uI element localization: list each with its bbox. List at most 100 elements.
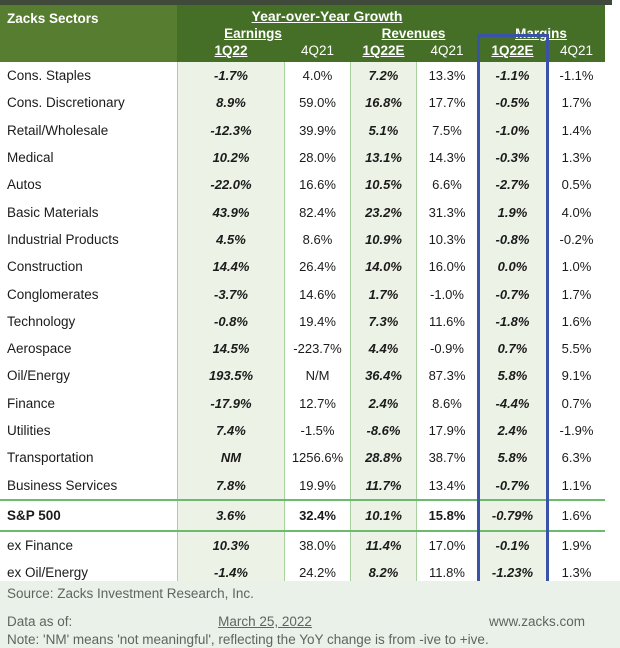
earnings-4q21-value: 19.4% bbox=[285, 307, 350, 335]
table-row: Transportation NM 1256.6% 28.8% 38.7% 5.… bbox=[0, 444, 605, 472]
margins-1q22e-value: -1.1% bbox=[477, 62, 548, 90]
revenues-4q21-value: 8.6% bbox=[417, 389, 477, 417]
table-row: Technology -0.8% 19.4% 7.3% 11.6% -1.8% … bbox=[0, 307, 605, 335]
margins-4q21-value: 0.7% bbox=[548, 389, 605, 417]
revenues-1q22e-value: -8.6% bbox=[350, 416, 417, 445]
revenues-1q22e-value: 5.1% bbox=[350, 116, 417, 144]
earnings-1q22-value: 7.8% bbox=[177, 471, 285, 499]
table-row: Business Services 7.8% 19.9% 11.7% 13.4%… bbox=[0, 471, 605, 499]
table-body: Cons. Staples -1.7% 4.0% 7.2% 13.3% -1.1… bbox=[0, 62, 605, 589]
margins-4q21-value: -1.1% bbox=[548, 62, 605, 90]
earnings-1q22-value: -17.9% bbox=[177, 389, 285, 417]
revenues-4q21-value: 17.9% bbox=[417, 416, 477, 445]
sector-label: Finance bbox=[0, 389, 177, 417]
earnings-1q22-value: 10.2% bbox=[177, 143, 285, 172]
earnings-1q22-value: 14.5% bbox=[177, 334, 285, 363]
sector-label: ex Finance bbox=[0, 532, 177, 560]
revenues-4q21-value: 87.3% bbox=[417, 362, 477, 390]
sector-label: Conglomerates bbox=[0, 280, 177, 308]
margins-1q22e-value: -1.0% bbox=[477, 116, 548, 144]
sector-label: Utilities bbox=[0, 416, 177, 445]
revenues-4q21-value: 31.3% bbox=[417, 198, 477, 226]
earnings-1q22-value: -12.3% bbox=[177, 116, 285, 144]
earnings-4q21-value: 26.4% bbox=[285, 253, 350, 281]
earnings-4q21-value: 16.6% bbox=[285, 171, 350, 199]
sector-label: Retail/Wholesale bbox=[0, 116, 177, 144]
table-row: Retail/Wholesale -12.3% 39.9% 5.1% 7.5% … bbox=[0, 116, 605, 144]
margins-4q21-value: 1.7% bbox=[548, 280, 605, 308]
earnings-1q22-value: 7.4% bbox=[177, 416, 285, 445]
revenues-4q21-value: 10.3% bbox=[417, 225, 477, 254]
table-row: Conglomerates -3.7% 14.6% 1.7% -1.0% -0.… bbox=[0, 280, 605, 308]
col-header-revenues-4q21: 4Q21 bbox=[430, 43, 464, 58]
earnings-4q21-value: -1.5% bbox=[285, 416, 350, 445]
revenues-4q21-value: 13.4% bbox=[417, 471, 477, 499]
revenues-4q21-value: 13.3% bbox=[417, 62, 477, 90]
margins-1q22e-value: 5.8% bbox=[477, 362, 548, 390]
revenues-1q22e-value: 36.4% bbox=[350, 362, 417, 390]
group-margins: Margins bbox=[515, 26, 567, 41]
margins-1q22e-value: -0.5% bbox=[477, 89, 548, 117]
revenues-1q22e-value: 28.8% bbox=[350, 444, 417, 472]
revenues-4q21-value: 38.7% bbox=[417, 444, 477, 472]
revenues-4q21-value: 14.3% bbox=[417, 143, 477, 172]
table-row: Construction 14.4% 26.4% 14.0% 16.0% 0.0… bbox=[0, 253, 605, 281]
table-row: ex Finance 10.3% 38.0% 11.4% 17.0% -0.1%… bbox=[0, 532, 605, 560]
earnings-1q22-value: 8.9% bbox=[177, 89, 285, 117]
footer: Source: Zacks Investment Research, Inc. … bbox=[0, 581, 620, 648]
sector-label: Transportation bbox=[0, 444, 177, 472]
margins-1q22e-value: -4.4% bbox=[477, 389, 548, 417]
earnings-1q22-value: 10.3% bbox=[177, 532, 285, 560]
top-border-rule bbox=[0, 0, 612, 5]
revenues-4q21-value: 11.6% bbox=[417, 307, 477, 335]
sector-label: Cons. Discretionary bbox=[0, 89, 177, 117]
table-row: Utilities 7.4% -1.5% -8.6% 17.9% 2.4% -1… bbox=[0, 416, 605, 445]
earnings-4q21-value: 39.9% bbox=[285, 116, 350, 144]
earnings-4q21-value: 1256.6% bbox=[285, 444, 350, 472]
table-row: Cons. Discretionary 8.9% 59.0% 16.8% 17.… bbox=[0, 89, 605, 117]
col-header-earnings-4q21: 4Q21 bbox=[300, 43, 335, 58]
table-title: Zacks Sectors bbox=[7, 11, 99, 26]
margins-1q22e-value: 2.4% bbox=[477, 416, 548, 445]
earnings-1q22-value: 4.5% bbox=[177, 225, 285, 254]
sector-label: Autos bbox=[0, 171, 177, 199]
earnings-1q22-value: 3.6% bbox=[177, 500, 285, 531]
sector-label: Basic Materials bbox=[0, 198, 177, 226]
row-header-cell: Zacks Sectors bbox=[0, 5, 177, 62]
earnings-1q22-value: -22.0% bbox=[177, 171, 285, 199]
table-row: Aerospace 14.5% -223.7% 4.4% -0.9% 0.7% … bbox=[0, 334, 605, 363]
margins-1q22e-value: -0.3% bbox=[477, 143, 548, 172]
revenues-1q22e-value: 7.2% bbox=[350, 62, 417, 90]
revenues-4q21-value: 7.5% bbox=[417, 116, 477, 144]
sector-label: Cons. Staples bbox=[0, 62, 177, 90]
earnings-4q21-value: 59.0% bbox=[285, 89, 350, 117]
earnings-1q22-value: 14.4% bbox=[177, 253, 285, 281]
revenues-1q22e-value: 14.0% bbox=[350, 253, 417, 281]
revenues-4q21-value: 17.0% bbox=[417, 532, 477, 560]
margins-4q21-value: -0.2% bbox=[548, 225, 605, 254]
sector-label: Construction bbox=[0, 253, 177, 281]
revenues-1q22e-value: 2.4% bbox=[350, 389, 417, 417]
sector-label: Industrial Products bbox=[0, 225, 177, 254]
earnings-1q22-value: NM bbox=[177, 444, 285, 472]
column-headers: 1Q22 4Q21 1Q22E 4Q21 1Q22E 4Q21 bbox=[177, 43, 605, 58]
margins-4q21-value: 1.6% bbox=[548, 500, 605, 531]
column-header-area: Year-over-Year Growth Earnings Revenues … bbox=[177, 5, 605, 62]
sector-label: Aerospace bbox=[0, 334, 177, 363]
revenues-4q21-value: 6.6% bbox=[417, 171, 477, 199]
margins-1q22e-value: -0.1% bbox=[477, 532, 548, 560]
margins-4q21-value: -1.9% bbox=[548, 416, 605, 445]
sector-label: Medical bbox=[0, 143, 177, 172]
margins-4q21-value: 1.4% bbox=[548, 116, 605, 144]
margins-1q22e-value: -0.8% bbox=[477, 225, 548, 254]
earnings-4q21-value: 14.6% bbox=[285, 280, 350, 308]
table-row: Medical 10.2% 28.0% 13.1% 14.3% -0.3% 1.… bbox=[0, 143, 605, 172]
revenues-1q22e-value: 1.7% bbox=[350, 280, 417, 308]
margins-1q22e-value: 5.8% bbox=[477, 444, 548, 472]
margins-1q22e-value: 0.0% bbox=[477, 253, 548, 281]
earnings-4q21-value: 8.6% bbox=[285, 225, 350, 254]
revenues-1q22e-value: 11.4% bbox=[350, 532, 417, 560]
earnings-1q22-value: -0.8% bbox=[177, 307, 285, 335]
earnings-4q21-value: N/M bbox=[285, 362, 350, 390]
earnings-4q21-value: 28.0% bbox=[285, 143, 350, 172]
